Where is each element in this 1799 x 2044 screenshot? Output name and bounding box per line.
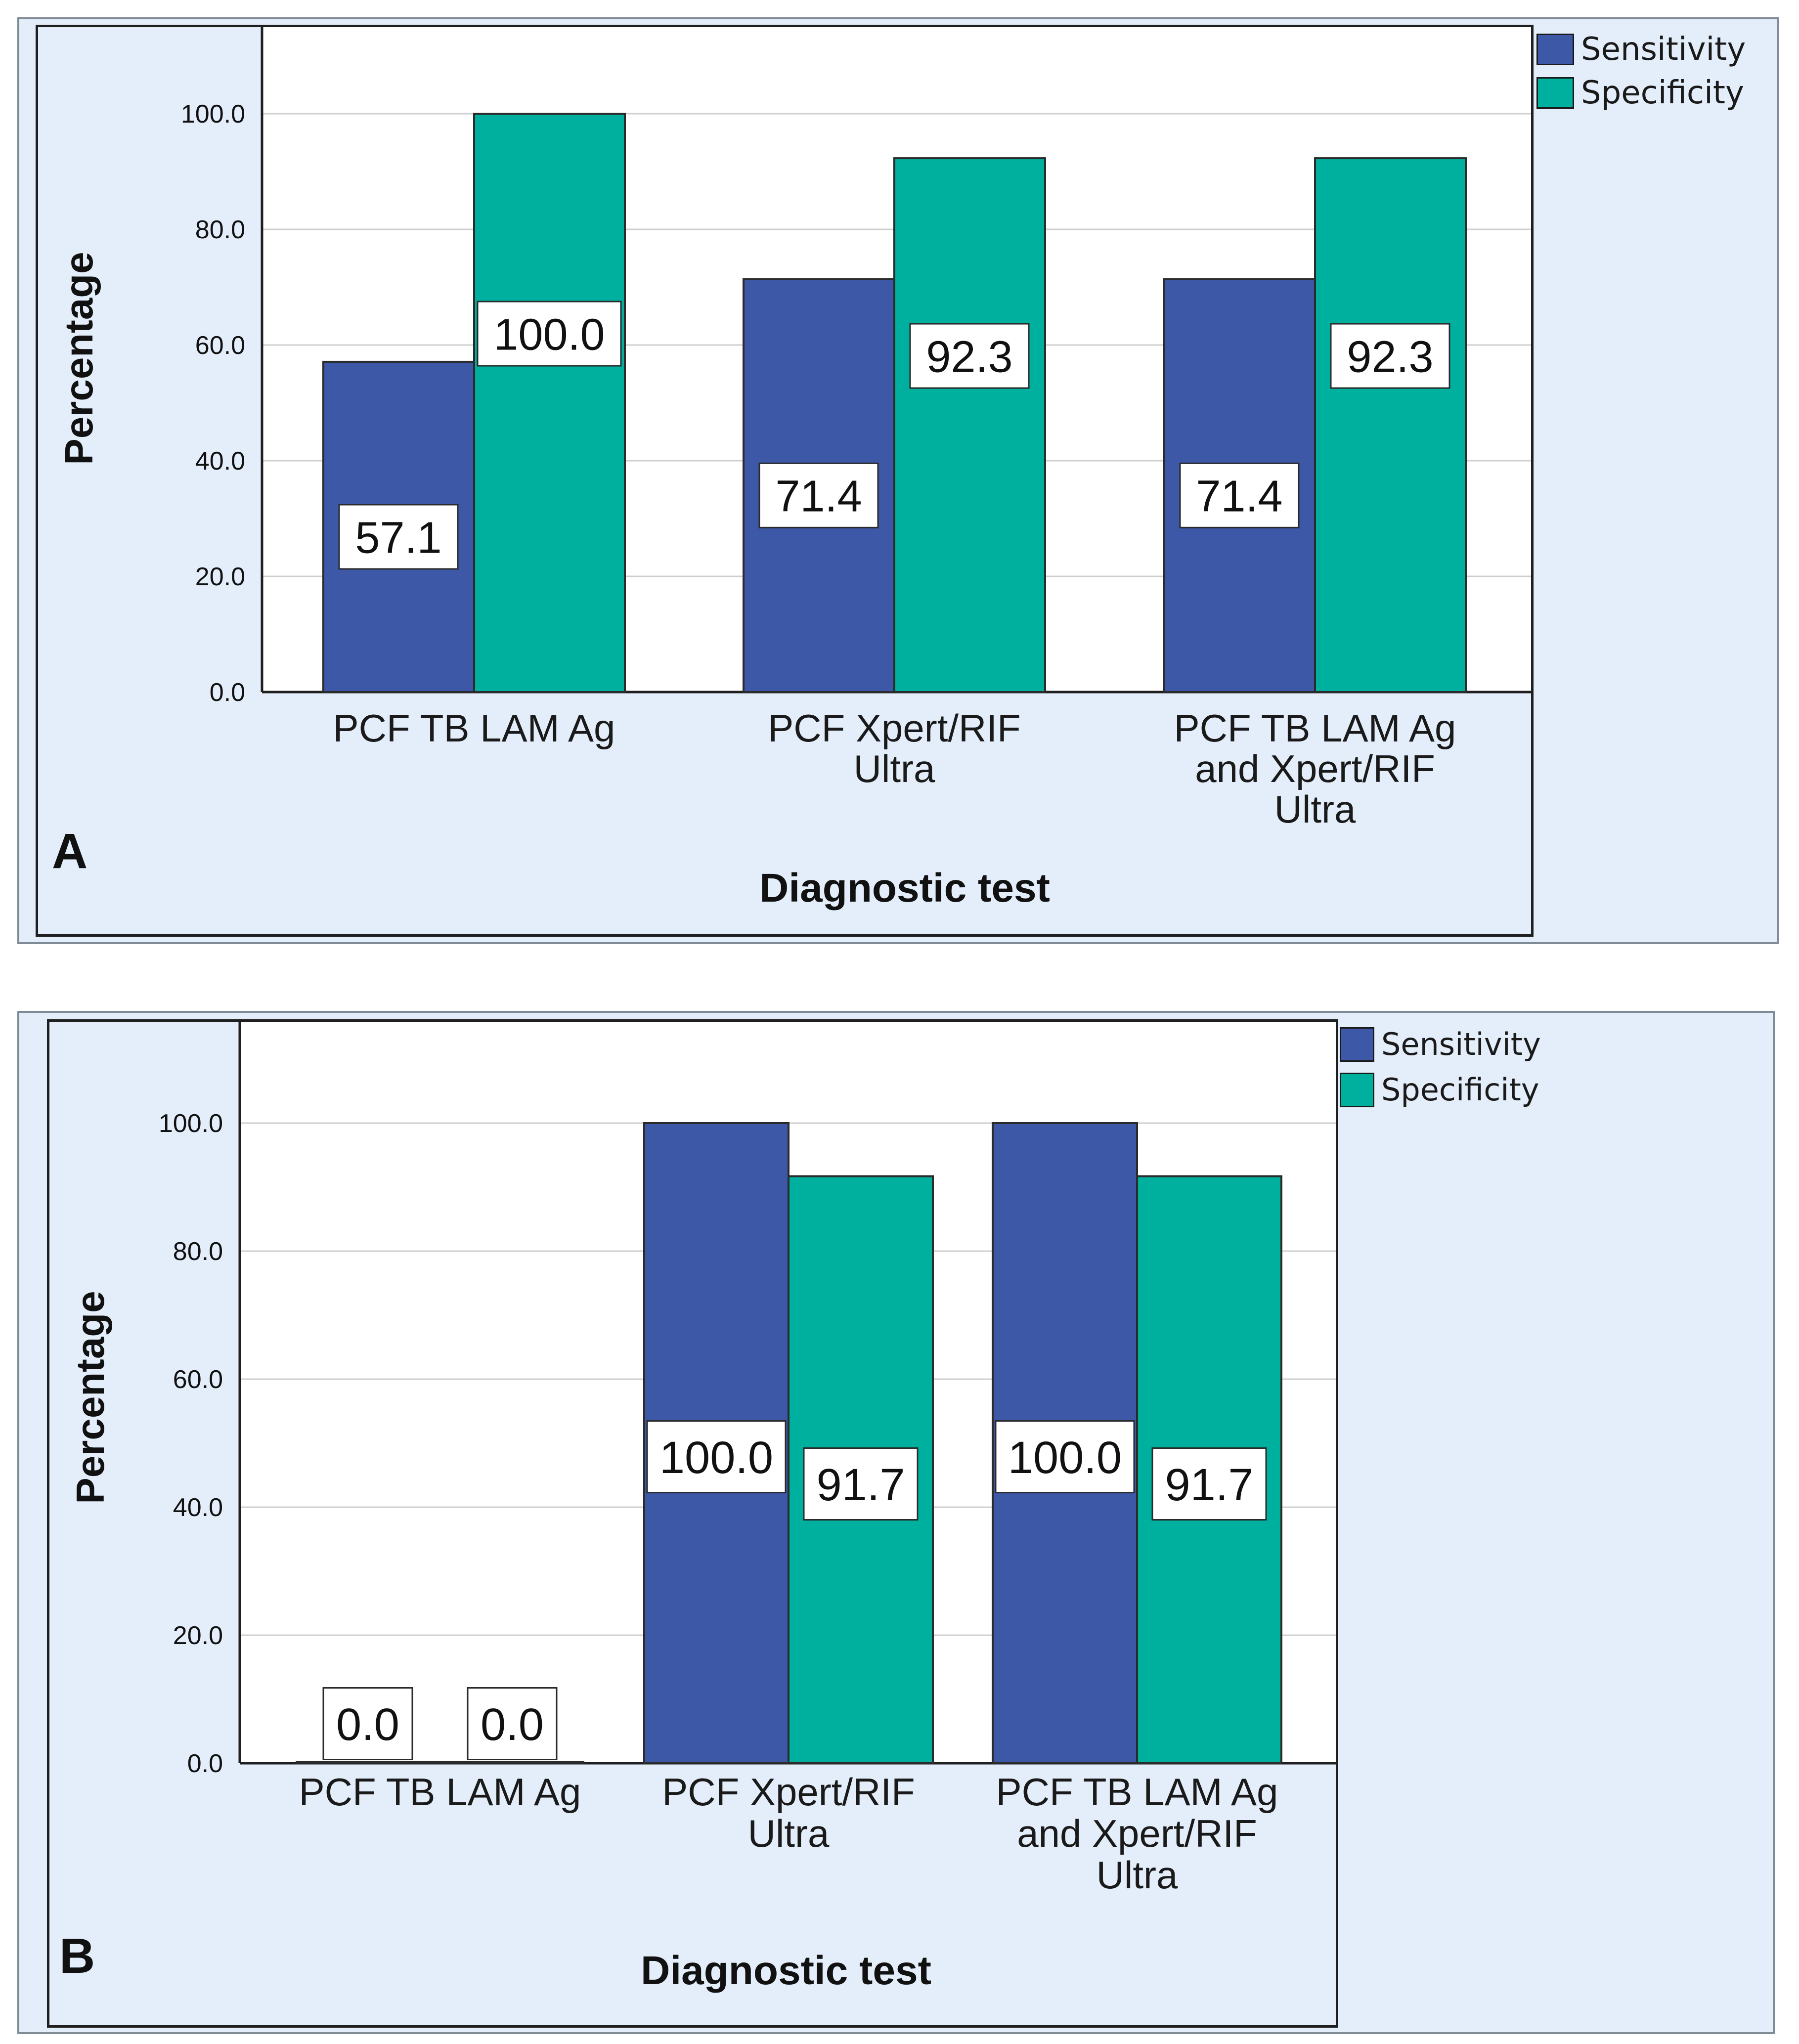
x-tick-label: and Xpert/RIF — [1017, 1812, 1257, 1855]
y-tick-label: 60.0 — [195, 331, 245, 360]
data-label-specificity: 92.3 — [1347, 332, 1433, 382]
data-label-sensitivity: 100.0 — [1008, 1433, 1122, 1483]
y-tick-label: 100.0 — [181, 100, 245, 129]
y-axis-title: Percentage — [57, 252, 101, 465]
legend-item-specificity: Specificity — [1340, 1071, 1539, 1108]
legend-item-sensitivity: Sensitivity — [1536, 31, 1746, 68]
panel-a-letter: A — [52, 824, 88, 879]
y-tick-label: 20.0 — [195, 563, 245, 591]
y-tick-label: 100.0 — [159, 1109, 223, 1138]
data-label-specificity: 100.0 — [493, 310, 605, 359]
data-label-box — [758, 462, 879, 528]
data-label-box — [803, 1447, 919, 1521]
data-label-box — [1330, 323, 1450, 389]
y-tick-label: 60.0 — [173, 1365, 223, 1394]
legend-item-sensitivity: Sensitivity — [1340, 1026, 1541, 1063]
legend-item-specificity: Specificity — [1536, 74, 1744, 111]
legend-label-sensitivity: Sensitivity — [1581, 31, 1746, 68]
y-tick-label: 20.0 — [173, 1621, 223, 1650]
data-label-specificity: 92.3 — [926, 332, 1012, 382]
data-label-specificity: 91.7 — [1165, 1460, 1253, 1510]
data-label-sensitivity: 57.1 — [355, 513, 441, 563]
panel-a-chart: 0.0 20.0 40.0 60.0 80.0 100.0 Percentage 57.1 10… — [57, 27, 1531, 831]
data-label-box — [477, 301, 622, 367]
panel-a-x-axis-title: Diagnostic test — [759, 866, 1050, 911]
data-label-sensitivity: 71.4 — [1196, 472, 1282, 522]
x-tick-label: PCF TB LAM Ag — [333, 706, 615, 750]
y-tick-label: 40.0 — [173, 1493, 223, 1522]
bar-specificity — [893, 157, 1046, 694]
panel-b-chart: 0.0 20.0 40.0 60.0 80.0 100.0 Percentage 0.0 0.0… — [68, 1022, 1336, 1897]
x-tick-label: PCF TB LAM Ag — [1174, 706, 1456, 750]
data-label-sensitivity: 100.0 — [659, 1433, 773, 1483]
panel-b-legend: Sensitivity Specificity — [1340, 1026, 1577, 1115]
data-label-specificity: 91.7 — [816, 1460, 905, 1510]
data-label-box — [322, 1687, 413, 1760]
legend-label-sensitivity: Sensitivity — [1381, 1026, 1541, 1062]
panel-b-letter: B — [59, 1928, 95, 1984]
x-tick-label: Ultra — [1097, 1853, 1178, 1897]
data-label-specificity: 0.0 — [481, 1699, 544, 1750]
data-label-box — [646, 1420, 787, 1493]
data-label-box — [909, 323, 1030, 389]
x-tick-label: PCF Xpert/RIF — [768, 706, 1020, 750]
legend-swatch-sensitivity — [1536, 33, 1574, 65]
panel-a-chart-frame: 0.0 20.0 40.0 60.0 80.0 100.0 Percentage 57.1 10… — [36, 25, 1534, 937]
data-label-box — [1179, 462, 1300, 528]
data-label-box — [1151, 1447, 1267, 1521]
panel-a-legend: Sensitivity Specificity — [1536, 31, 1774, 120]
x-tick-label: and Xpert/RIF — [1195, 747, 1435, 790]
x-tick-label: PCF Xpert/RIF — [662, 1770, 915, 1814]
y-tick-label: 40.0 — [195, 447, 245, 476]
bar-specificity — [473, 113, 626, 693]
legend-swatch-specificity — [1536, 77, 1574, 109]
x-tick-label: Ultra — [748, 1812, 830, 1855]
legend-label-specificity: Specificity — [1381, 1072, 1539, 1108]
y-axis-title: Percentage — [68, 1291, 112, 1504]
data-label-sensitivity: 0.0 — [336, 1699, 399, 1750]
data-label-box — [995, 1420, 1135, 1493]
bar-specificity — [1314, 157, 1467, 694]
x-tick-label: Ultra — [1274, 787, 1356, 831]
data-label-box — [467, 1687, 558, 1760]
legend-swatch-specificity — [1340, 1072, 1374, 1107]
panel-b-chart-frame: 0.0 20.0 40.0 60.0 80.0 100.0 Percentage 0.0 0.0… — [47, 1019, 1338, 2028]
panel-b-x-axis-title: Diagnostic test — [641, 1948, 931, 1993]
data-label-box — [338, 504, 459, 570]
data-label-sensitivity: 71.4 — [775, 472, 862, 522]
x-tick-label: PCF TB LAM Ag — [299, 1770, 581, 1814]
y-tick-label: 0.0 — [210, 678, 245, 707]
legend-label-specificity: Specificity — [1581, 74, 1744, 111]
x-tick-label: PCF TB LAM Ag — [996, 1770, 1278, 1814]
x-tick-label: Ultra — [854, 747, 935, 790]
y-tick-label: 80.0 — [195, 216, 245, 244]
legend-swatch-sensitivity — [1340, 1027, 1374, 1062]
y-tick-label: 0.0 — [187, 1749, 223, 1778]
y-tick-label: 80.0 — [173, 1237, 223, 1266]
